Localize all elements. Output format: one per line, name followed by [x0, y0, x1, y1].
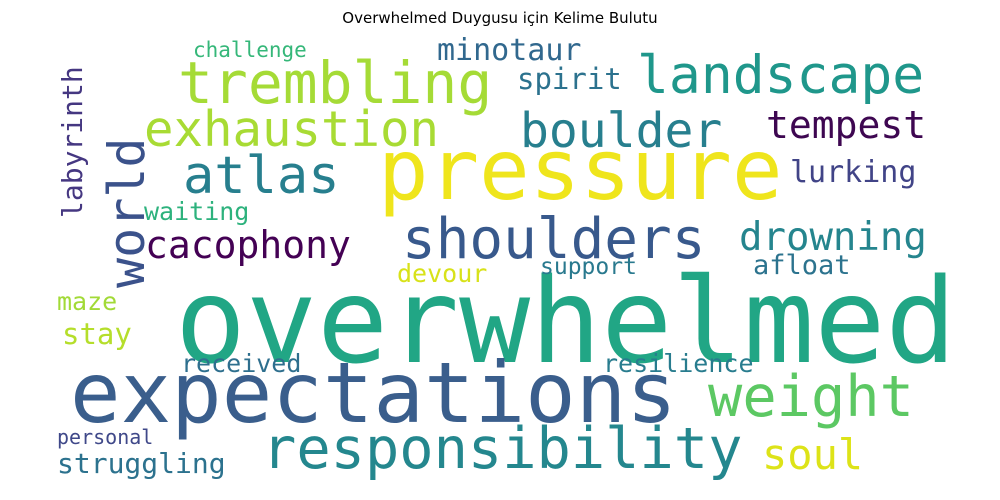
- word-afloat: afloat: [753, 250, 851, 281]
- word-spirit: spirit: [517, 62, 622, 96]
- word-challenge: challenge: [193, 38, 307, 62]
- word-received: received: [181, 349, 301, 378]
- word-exhaustion: exhaustion: [144, 101, 439, 158]
- word-pressure: pressure: [378, 121, 783, 219]
- word-responsibility: responsibility: [262, 416, 742, 482]
- word-atlas: atlas: [183, 146, 340, 206]
- word-world: world: [98, 137, 156, 288]
- word-trembling: trembling: [178, 49, 492, 117]
- word-support: support: [540, 254, 637, 280]
- chart-title: Overwhelmed Duygusu için Kelime Bulutu: [342, 9, 658, 27]
- word-waiting: waiting: [144, 197, 249, 226]
- word-shoulders: shoulders: [402, 207, 705, 272]
- word-cacophony: cacophony: [145, 223, 351, 267]
- word-tempest: tempest: [766, 103, 926, 147]
- word-drowning: drowning: [739, 215, 927, 260]
- word-expectations: expectations: [70, 344, 677, 442]
- word-soul: soul: [762, 430, 863, 479]
- word-labyrinth: labyrinth: [56, 66, 89, 218]
- word-boulder: boulder: [520, 103, 722, 159]
- word-personal: personal: [57, 425, 153, 449]
- word-resilience: resilience: [603, 349, 754, 378]
- word-maze: maze: [57, 287, 117, 316]
- word-landscape: landscape: [637, 45, 924, 106]
- word-overwhelmed: overwhelmed: [175, 252, 956, 390]
- word-weight: weight: [708, 364, 914, 430]
- word-struggling: struggling: [57, 447, 226, 480]
- word-lurking: lurking: [790, 155, 916, 190]
- word-devour: devour: [397, 259, 487, 288]
- word-stay: stay: [62, 317, 132, 351]
- word-minotaur: minotaur: [437, 33, 582, 68]
